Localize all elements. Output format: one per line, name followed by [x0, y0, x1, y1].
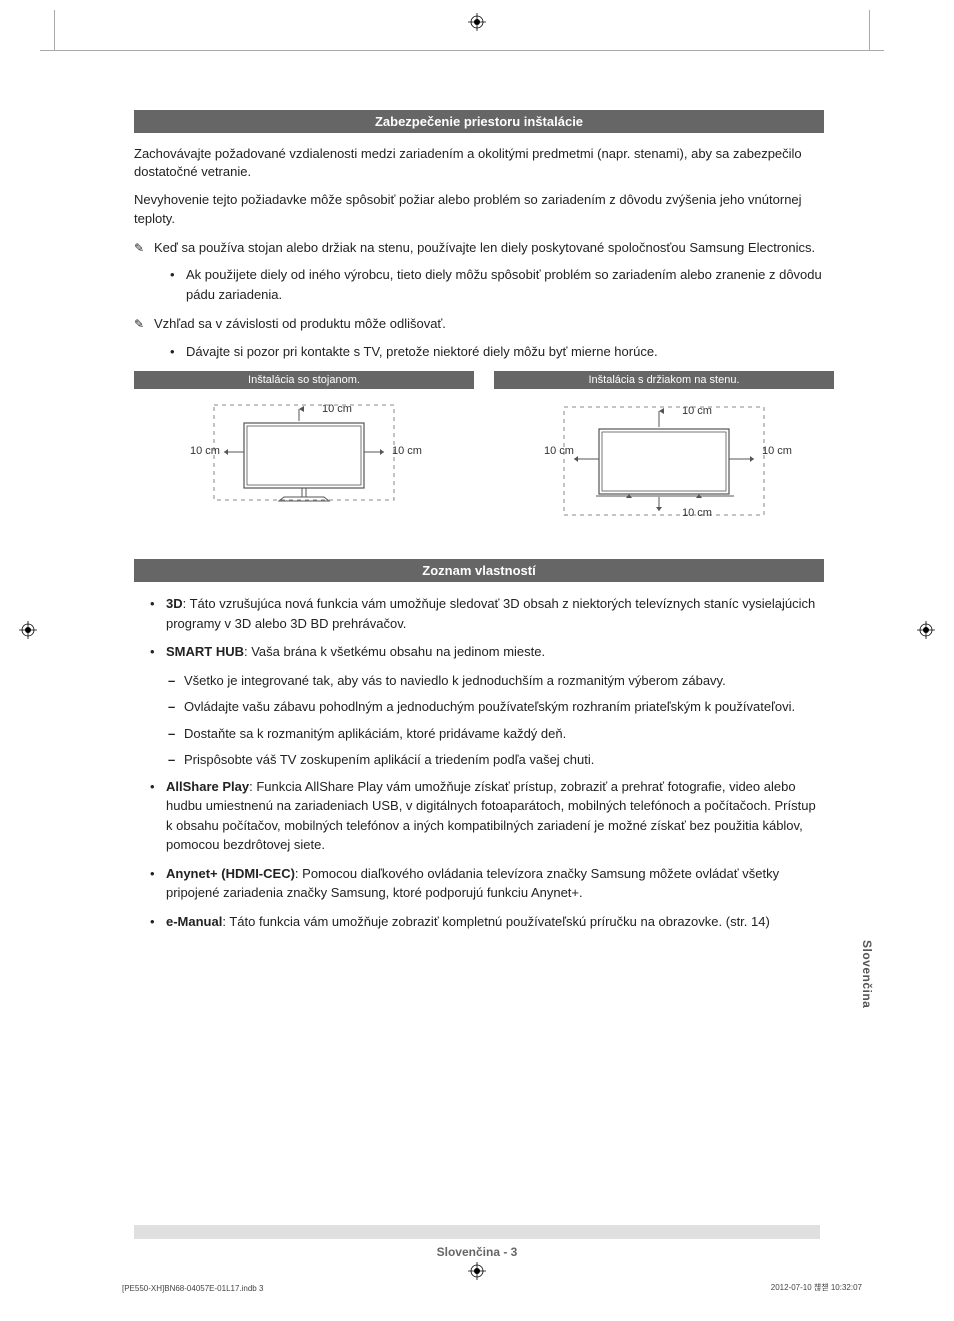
crop-mark [40, 50, 884, 51]
paragraph: Zachovávajte požadované vzdialenosti med… [134, 145, 824, 181]
feature-item: • Anynet+ (HDMI-CEC): Pomocou diaľkového… [150, 864, 824, 903]
dash-marker: – [168, 724, 184, 744]
dimension-label: 10 cm [190, 445, 220, 457]
dash-marker: – [168, 697, 184, 717]
bullet-text: Dávajte si pozor pri kontakte s TV, pret… [186, 342, 658, 362]
dimension-label: 10 cm [544, 445, 574, 457]
feature-item: • SMART HUB: Vaša brána k všetkému obsah… [150, 642, 824, 662]
feature-item: • AllShare Play: Funkcia AllShare Play v… [150, 777, 824, 855]
dimension-label: 10 cm [762, 445, 792, 457]
registration-mark-icon [467, 1261, 487, 1281]
dash-text: Ovládajte vašu zábavu pohodlným a jednod… [184, 697, 795, 717]
feature-item: • 3D: Táto vzrušujúca nová funkcia vám u… [150, 594, 824, 633]
footer-bar [134, 1225, 820, 1239]
registration-mark-icon [467, 12, 487, 32]
diagram-title: Inštalácia so stojanom. [134, 371, 474, 389]
feature-text: Anynet+ (HDMI-CEC): Pomocou diaľkového o… [166, 864, 824, 903]
language-tab: Slovenčina [860, 940, 874, 1008]
note-item: ✎ Vzhľad sa v závislosti od produktu môž… [134, 314, 824, 334]
dash-marker: – [168, 750, 184, 770]
dash-text: Všetko je integrované tak, aby vás to na… [184, 671, 726, 691]
section-header-installation: Zabezpečenie priestoru inštalácie [134, 110, 824, 133]
wall-diagram-svg [494, 389, 834, 529]
crop-mark [869, 10, 884, 50]
registration-mark-icon [916, 620, 936, 640]
diagram-title: Inštalácia s držiakom na stenu. [494, 371, 834, 389]
feature-subitem: – Všetko je integrované tak, aby vás to … [168, 671, 824, 691]
feature-text: AllShare Play: Funkcia AllShare Play vám… [166, 777, 824, 855]
crop-mark [40, 10, 55, 50]
note-icon: ✎ [134, 238, 154, 258]
feature-text: e-Manual: Táto funkcia vám umožňuje zobr… [166, 912, 824, 932]
bullet-marker: • [150, 594, 166, 633]
feature-subitem: – Dostaňte sa k rozmanitým aplikáciám, k… [168, 724, 824, 744]
note-text: Vzhľad sa v závislosti od produktu môže … [154, 314, 824, 334]
bullet-marker: • [170, 342, 186, 362]
feature-item: • e-Manual: Táto funkcia vám umožňuje zo… [150, 912, 824, 932]
stand-diagram-svg [134, 389, 474, 529]
note-text: Keď sa používa stojan alebo držiak na st… [154, 238, 824, 258]
bullet-text: Ak použijete diely od iného výrobcu, tie… [186, 265, 824, 304]
dimension-label: 10 cm [682, 405, 712, 417]
section-header-features: Zoznam vlastností [134, 559, 824, 582]
sub-bullet: • Ak použijete diely od iného výrobcu, t… [170, 265, 824, 304]
page-number-label: Slovenčina - 3 [0, 1245, 954, 1259]
footer-timestamp: 2012-07-10 첂첃 10:32:07 [771, 1282, 862, 1293]
dimension-label: 10 cm [322, 403, 352, 415]
feature-subitem: – Prispôsobte váš TV zoskupením aplikáci… [168, 750, 824, 770]
footer-filename: [PE550-XH]BN68-04057E-01L17.indb 3 [122, 1284, 263, 1293]
bullet-marker: • [170, 265, 186, 304]
dash-marker: – [168, 671, 184, 691]
dash-text: Prispôsobte váš TV zoskupením aplikácií … [184, 750, 594, 770]
feature-text: 3D: Táto vzrušujúca nová funkcia vám umo… [166, 594, 824, 633]
diagram-row: Inštalácia so stojanom. 10 cm [134, 371, 824, 529]
diagram-wall: Inštalácia s držiakom na stenu. [494, 371, 834, 529]
feature-text: SMART HUB: Vaša brána k všetkému obsahu … [166, 642, 824, 662]
bullet-marker: • [150, 864, 166, 903]
diagram-stand: Inštalácia so stojanom. 10 cm [134, 371, 474, 529]
bullet-marker: • [150, 777, 166, 855]
feature-list: • 3D: Táto vzrušujúca nová funkcia vám u… [150, 594, 824, 931]
bullet-marker: • [150, 912, 166, 932]
page-content: Zabezpečenie priestoru inštalácie Zachov… [0, 0, 954, 931]
dimension-label: 10 cm [392, 445, 422, 457]
note-icon: ✎ [134, 314, 154, 334]
note-item: ✎ Keď sa používa stojan alebo držiak na … [134, 238, 824, 258]
sub-bullet: • Dávajte si pozor pri kontakte s TV, pr… [170, 342, 824, 362]
bullet-marker: • [150, 642, 166, 662]
dash-text: Dostaňte sa k rozmanitým aplikáciám, kto… [184, 724, 566, 744]
paragraph: Nevyhovenie tejto požiadavke môže spôsob… [134, 191, 824, 227]
registration-mark-icon [18, 620, 38, 640]
feature-subitem: – Ovládajte vašu zábavu pohodlným a jedn… [168, 697, 824, 717]
dimension-label: 10 cm [682, 507, 712, 519]
